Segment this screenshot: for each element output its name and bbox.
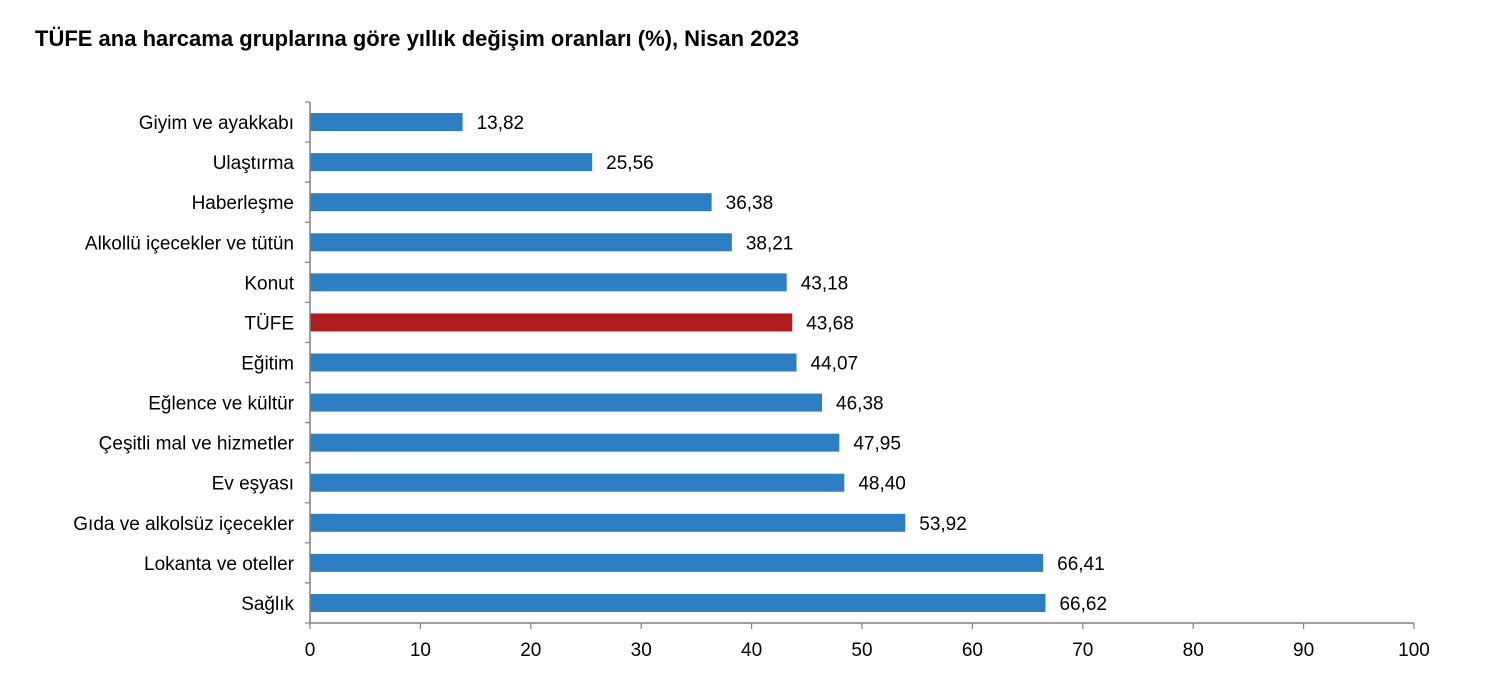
x-tick-label: 20 <box>520 640 541 661</box>
category-label: Eğitim <box>241 354 294 375</box>
bar <box>310 353 797 372</box>
category-label: Ulaştırma <box>213 153 295 174</box>
data-label: 13,82 <box>477 113 525 134</box>
category-label: Sağlık <box>241 594 294 615</box>
bar <box>310 313 793 332</box>
category-label: Lokanta ve oteller <box>144 554 295 575</box>
data-label: 53,92 <box>919 514 967 535</box>
x-tick-label: 0 <box>305 640 316 661</box>
data-label: 47,95 <box>853 434 901 455</box>
category-label: Çeşitli mal ve hizmetler <box>99 434 295 455</box>
data-label: 66,41 <box>1057 554 1105 575</box>
x-tick-label: 10 <box>410 640 431 661</box>
category-label: Alkollü içecekler ve tütün <box>85 233 294 254</box>
data-label: 43,18 <box>801 273 849 294</box>
bar <box>310 433 840 452</box>
category-label: Giyim ve ayakkabı <box>139 113 294 134</box>
axes-group <box>305 101 1415 629</box>
x-tick-label: 80 <box>1183 640 1204 661</box>
data-label: 44,07 <box>811 354 859 375</box>
data-label: 25,56 <box>606 153 654 174</box>
data-label: 36,38 <box>726 193 774 214</box>
labels-group: Giyim ve ayakkabı 13,82 Ulaştırma 25,56 Habe… <box>73 113 1430 661</box>
category-label: Konut <box>244 273 294 294</box>
bar <box>310 193 712 212</box>
bar <box>310 473 845 492</box>
bar <box>310 553 1044 572</box>
bar <box>310 153 593 172</box>
bar <box>310 593 1046 612</box>
x-tick-label: 70 <box>1072 640 1093 661</box>
data-label: 43,68 <box>806 313 854 334</box>
category-label: Ev eşyası <box>212 474 294 495</box>
bar <box>310 113 463 132</box>
category-label: Haberleşme <box>192 193 294 214</box>
category-label: Gıda ve alkolsüz içecekler <box>73 514 294 535</box>
x-tick-label: 40 <box>741 640 762 661</box>
x-tick-label: 30 <box>631 640 652 661</box>
x-tick-label: 50 <box>851 640 872 661</box>
data-label: 48,40 <box>858 474 906 495</box>
data-label: 46,38 <box>836 394 884 415</box>
bars-group <box>310 113 1046 612</box>
bar <box>310 513 906 532</box>
chart-title: TÜFE ana harcama gruplarına göre yıllık … <box>35 26 800 51</box>
x-tick-label: 60 <box>962 640 983 661</box>
x-tick-label: 100 <box>1398 640 1430 661</box>
category-label: TÜFE <box>244 313 294 334</box>
data-label: 38,21 <box>746 233 794 254</box>
category-label: Eğlence ve kültür <box>148 394 294 415</box>
bar <box>310 273 787 292</box>
data-label: 66,62 <box>1059 594 1107 615</box>
x-tick-label: 90 <box>1293 640 1314 661</box>
bar <box>310 393 823 412</box>
bar <box>310 233 732 252</box>
